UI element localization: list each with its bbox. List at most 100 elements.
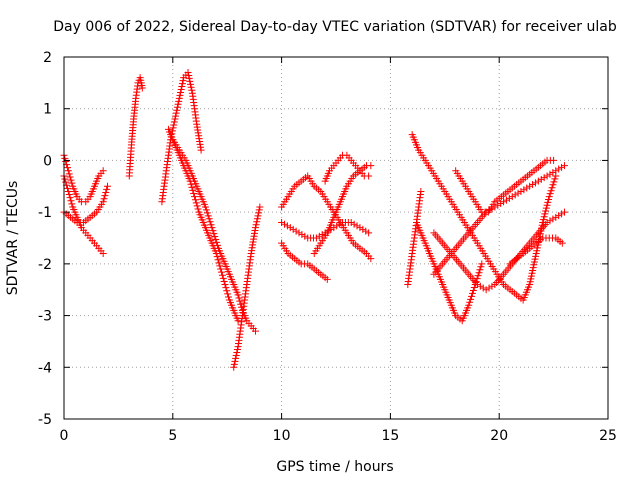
- series-arc-8: [230, 203, 264, 371]
- data-point: [540, 174, 548, 182]
- data-point: [531, 179, 539, 187]
- data-point: [469, 286, 477, 294]
- data-point: [523, 184, 531, 192]
- data-point: [286, 224, 294, 232]
- data-point: [221, 281, 229, 289]
- data-point: [235, 294, 243, 302]
- data-point: [545, 196, 553, 204]
- series-arc-5: [158, 69, 205, 206]
- data-point: [216, 262, 224, 270]
- data-point: [188, 183, 196, 191]
- data-point: [169, 124, 177, 132]
- data-point: [497, 200, 505, 208]
- data-point: [173, 103, 181, 111]
- data-point: [511, 191, 519, 199]
- data-point: [222, 284, 230, 292]
- data-point: [474, 272, 482, 280]
- data-point: [350, 220, 358, 228]
- series-arc-9: [278, 172, 375, 263]
- data-point: [177, 88, 185, 96]
- data-point: [256, 203, 264, 211]
- data-point: [255, 209, 263, 217]
- data-point: [214, 241, 222, 249]
- data-point: [558, 163, 566, 171]
- data-point: [211, 233, 219, 241]
- data-point: [543, 201, 551, 209]
- data-point: [192, 199, 200, 207]
- data-point: [333, 222, 341, 230]
- data-point: [102, 188, 110, 196]
- series-arc-14: [404, 187, 425, 289]
- data-point: [467, 295, 475, 303]
- data-point: [232, 351, 240, 359]
- data-point: [206, 218, 214, 226]
- data-point: [201, 203, 209, 211]
- data-point: [365, 229, 373, 237]
- data-point: [234, 317, 242, 325]
- data-point: [170, 121, 178, 129]
- series-arc-15: [408, 131, 560, 304]
- data-point: [356, 224, 364, 232]
- data-point: [138, 84, 146, 92]
- data-point: [202, 206, 210, 214]
- data-point: [295, 229, 303, 237]
- data-point: [508, 193, 516, 201]
- data-point: [100, 195, 108, 203]
- data-point: [514, 189, 522, 197]
- data-point: [213, 253, 221, 261]
- data-point: [543, 218, 551, 226]
- data-point: [214, 256, 222, 264]
- data-point: [185, 74, 193, 82]
- data-point: [233, 349, 241, 357]
- data-point: [546, 170, 554, 178]
- data-point: [64, 167, 72, 175]
- data-point: [558, 210, 566, 218]
- data-point: [191, 196, 199, 204]
- data-point: [544, 198, 552, 206]
- data-point: [546, 190, 554, 198]
- axis-ticks: 0 5 10 15 20 25 -5 -4 -3 -2 -1 0 1 2: [38, 50, 617, 444]
- data-point: [367, 255, 375, 263]
- data-point: [465, 301, 473, 309]
- data-point: [168, 127, 176, 135]
- data-point: [251, 224, 259, 232]
- data-point: [103, 185, 111, 193]
- data-point: [191, 193, 199, 201]
- data-point: [473, 281, 481, 289]
- data-point: [477, 263, 485, 271]
- data-point: [66, 194, 74, 202]
- data-point: [542, 204, 550, 212]
- series-arc-10: [278, 239, 331, 283]
- data-point: [359, 225, 367, 233]
- data-point: [208, 224, 216, 232]
- data-point: [549, 181, 557, 189]
- data-point: [187, 180, 195, 188]
- data-point: [230, 363, 238, 371]
- data-point: [187, 83, 195, 91]
- data-point: [534, 177, 542, 185]
- data-point: [552, 213, 560, 221]
- data-point: [67, 197, 75, 205]
- data-point: [517, 187, 525, 195]
- x-tick-label: 10: [273, 428, 291, 444]
- data-point: [353, 222, 361, 230]
- data-point: [255, 206, 263, 214]
- data-point: [298, 231, 306, 239]
- data-point: [278, 218, 286, 226]
- data-point: [67, 176, 75, 184]
- series-arc-3: [60, 182, 112, 226]
- data-point: [230, 360, 238, 368]
- data-point: [485, 284, 493, 292]
- data-point: [292, 227, 300, 235]
- y-tick-label: -1: [38, 205, 52, 221]
- data-point: [542, 207, 550, 215]
- data-point: [552, 167, 560, 175]
- data-point: [178, 83, 186, 91]
- data-points: [60, 69, 568, 371]
- data-point: [560, 208, 568, 216]
- data-point: [207, 221, 215, 229]
- data-point: [223, 287, 231, 295]
- y-tick-label: -3: [38, 309, 52, 325]
- data-point: [68, 200, 76, 208]
